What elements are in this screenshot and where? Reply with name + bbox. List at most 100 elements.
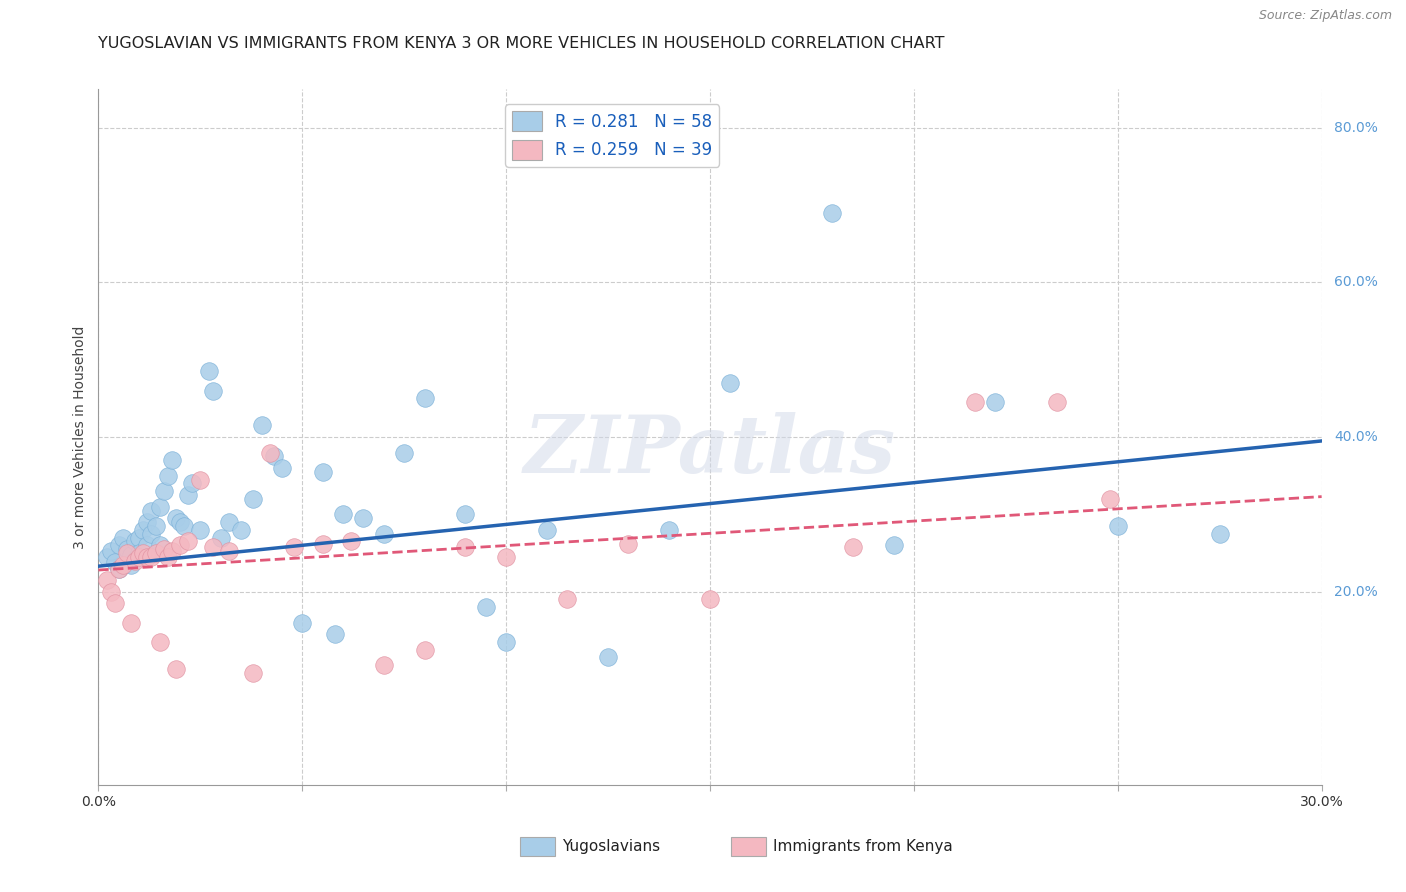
Point — [173, 519, 195, 533]
Point — [124, 554, 146, 568]
Text: 80.0%: 80.0% — [1334, 120, 1378, 135]
Point — [965, 395, 987, 409]
Point — [312, 537, 335, 551]
Point — [242, 665, 264, 680]
Point — [165, 662, 187, 676]
Point — [474, 600, 498, 615]
Point — [100, 544, 122, 558]
Point — [291, 615, 314, 630]
Text: 20.0%: 20.0% — [1334, 584, 1378, 599]
Point — [1045, 395, 1069, 409]
Point — [169, 515, 191, 529]
Point — [536, 523, 558, 537]
Point — [156, 549, 179, 564]
Point — [124, 534, 146, 549]
Point — [152, 484, 174, 499]
Point — [197, 364, 219, 378]
Point — [136, 515, 159, 529]
Point — [156, 468, 179, 483]
Point — [821, 206, 844, 220]
Text: YUGOSLAVIAN VS IMMIGRANTS FROM KENYA 3 OR MORE VEHICLES IN HOUSEHOLD CORRELATION: YUGOSLAVIAN VS IMMIGRANTS FROM KENYA 3 O… — [98, 36, 945, 51]
Point — [270, 461, 294, 475]
Point — [413, 392, 436, 406]
Point — [149, 500, 172, 514]
Point — [323, 627, 346, 641]
Point — [115, 546, 138, 560]
Text: Yugoslavians: Yugoslavians — [562, 839, 661, 854]
Text: Source: ZipAtlas.com: Source: ZipAtlas.com — [1258, 9, 1392, 22]
Text: 40.0%: 40.0% — [1334, 430, 1378, 444]
Point — [495, 635, 517, 649]
Point — [120, 615, 142, 630]
Point — [96, 549, 118, 564]
Point — [120, 548, 142, 562]
Point — [201, 384, 224, 398]
Point — [136, 549, 159, 564]
Point — [555, 592, 579, 607]
Text: 60.0%: 60.0% — [1334, 276, 1378, 290]
Point — [699, 592, 721, 607]
Point — [108, 561, 131, 575]
Point — [120, 558, 142, 572]
Point — [111, 531, 134, 545]
Point — [283, 540, 305, 554]
Point — [242, 491, 264, 506]
Point — [392, 445, 416, 459]
Point — [145, 546, 167, 560]
Point — [1209, 526, 1232, 541]
Point — [495, 549, 517, 564]
Point — [231, 523, 253, 537]
Point — [145, 519, 167, 533]
Point — [160, 453, 183, 467]
Point — [104, 555, 127, 569]
Point — [136, 538, 159, 552]
Point — [332, 508, 354, 522]
Text: Immigrants from Kenya: Immigrants from Kenya — [773, 839, 953, 854]
Point — [373, 526, 395, 541]
Point — [263, 450, 285, 464]
Point — [177, 534, 200, 549]
Point — [141, 549, 163, 564]
Point — [454, 540, 477, 554]
Point — [128, 549, 150, 564]
Point — [100, 584, 122, 599]
Point — [984, 395, 1007, 409]
Point — [169, 538, 191, 552]
Point — [718, 376, 742, 390]
Point — [115, 542, 138, 557]
Point — [312, 465, 335, 479]
Point — [181, 476, 204, 491]
Point — [128, 531, 150, 545]
Point — [160, 544, 183, 558]
Point — [201, 540, 224, 554]
Point — [340, 534, 363, 549]
Point — [177, 488, 200, 502]
Point — [132, 523, 155, 537]
Point — [1107, 519, 1129, 533]
Point — [352, 511, 374, 525]
Point — [149, 538, 172, 552]
Point — [104, 596, 127, 610]
Point — [658, 523, 681, 537]
Point — [209, 531, 232, 545]
Point — [259, 445, 281, 459]
Text: ZIPatlas: ZIPatlas — [524, 412, 896, 490]
Point — [165, 511, 187, 525]
Point — [96, 573, 118, 587]
Point — [128, 546, 150, 560]
Point — [617, 537, 640, 551]
Point — [108, 561, 131, 575]
Point — [108, 538, 131, 552]
Point — [141, 526, 163, 541]
Point — [841, 540, 863, 554]
Point — [149, 635, 172, 649]
Point — [132, 546, 155, 560]
Point — [883, 538, 905, 552]
Y-axis label: 3 or more Vehicles in Household: 3 or more Vehicles in Household — [73, 326, 87, 549]
Point — [413, 642, 436, 657]
Point — [250, 418, 273, 433]
Point — [1098, 491, 1121, 506]
Point — [218, 515, 240, 529]
Point — [373, 658, 395, 673]
Point — [111, 558, 134, 572]
